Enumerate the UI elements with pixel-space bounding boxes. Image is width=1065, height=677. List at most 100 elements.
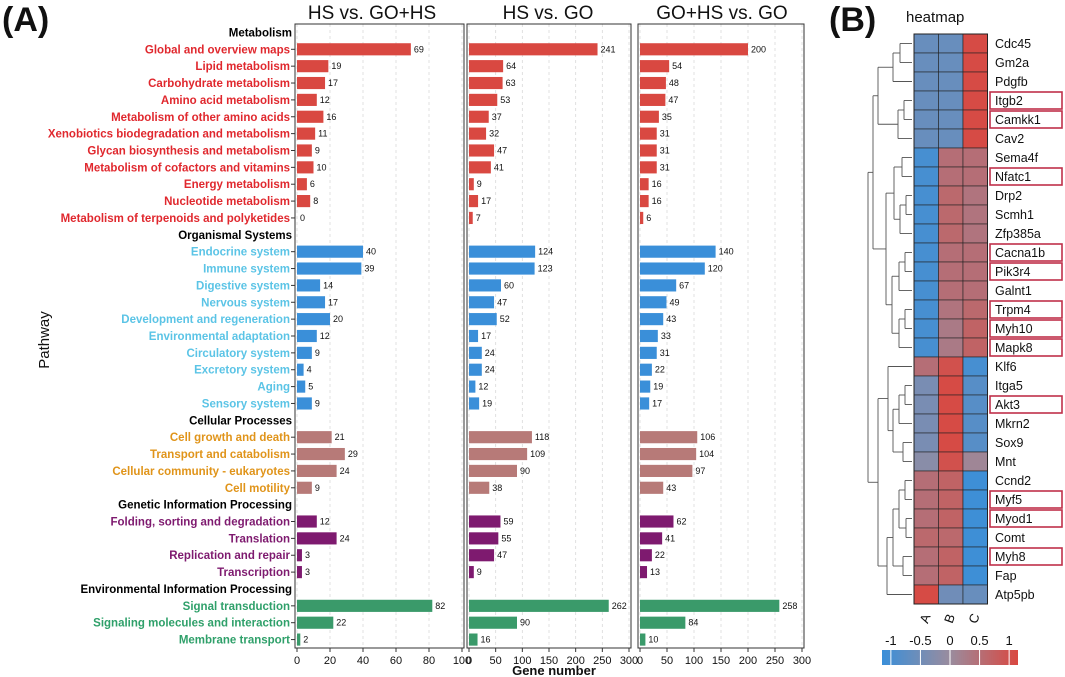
heatmap-cell <box>938 451 964 472</box>
x-tick-label: 100 <box>513 655 531 667</box>
bar-value-label: 84 <box>688 618 698 628</box>
bar <box>640 616 686 629</box>
heatmap-cell <box>913 185 939 206</box>
pathway-label: Metabolism of terpenoids and polyketides <box>61 213 290 225</box>
heatmap-cell <box>913 375 939 396</box>
panel-frame <box>294 23 465 649</box>
gene-highlight-box <box>989 547 1063 566</box>
bar-value-label: 63 <box>506 78 516 88</box>
bar-value-label: 24 <box>340 533 350 543</box>
bar-value-label: 16 <box>652 179 662 189</box>
bar-value-label: 16 <box>481 635 491 645</box>
bar <box>297 481 312 494</box>
bar <box>640 127 657 140</box>
gene-highlight-box <box>989 490 1063 509</box>
gene-label: Pik3r4 <box>995 265 1030 279</box>
bar-value-label: 9 <box>477 179 482 189</box>
x-tick-label: 100 <box>685 655 703 667</box>
bar-value-label: 49 <box>669 297 679 307</box>
gene-label: Ccnd2 <box>995 474 1031 488</box>
x-tick-label: 300 <box>793 655 811 667</box>
bar <box>469 76 503 90</box>
bar-value-label: 48 <box>669 78 679 88</box>
bar-value-label: 82 <box>435 601 445 611</box>
bar <box>469 296 495 309</box>
gene-label: Atp5pb <box>995 588 1035 602</box>
bar <box>640 296 667 309</box>
bar <box>469 549 495 562</box>
heatmap-cell <box>913 470 939 491</box>
bar <box>297 397 312 410</box>
heatmap-cell <box>962 109 988 130</box>
bar <box>640 144 657 157</box>
heatmap-cell <box>962 280 988 301</box>
heatmap-cell <box>938 318 964 339</box>
bar <box>297 110 324 123</box>
bar <box>640 279 677 292</box>
heatmap-cell <box>962 185 988 206</box>
bar <box>297 245 363 258</box>
heatmap-cell <box>913 489 939 510</box>
heatmap-cell <box>913 394 939 415</box>
bar-value-label: 22 <box>655 550 665 560</box>
heatmap-cell <box>938 109 964 130</box>
bar <box>640 211 644 225</box>
bar <box>640 195 649 208</box>
bar <box>640 245 716 258</box>
gene-label: Mnt <box>995 455 1016 469</box>
heatmap-cell <box>913 356 939 377</box>
heatmap-cell <box>938 128 964 149</box>
heatmap-cell <box>913 261 939 282</box>
heatmap-cell <box>913 318 939 339</box>
bar-value-label: 12 <box>320 95 330 105</box>
category-header: Environmental Information Processing <box>80 584 292 596</box>
pathway-label: Aging <box>257 382 290 394</box>
bar-value-label: 13 <box>650 567 660 577</box>
gene-highlight-box <box>989 509 1063 528</box>
bar <box>640 43 748 56</box>
bar-value-label: 11 <box>318 129 327 139</box>
bar <box>469 397 480 410</box>
bar-value-label: 10 <box>648 635 658 645</box>
heatmap-cell <box>913 527 939 548</box>
gene-label: Itgb2 <box>995 94 1023 108</box>
bar <box>640 363 652 376</box>
x-axis-title: Gene number <box>512 663 596 677</box>
heatmap-cell <box>962 508 988 529</box>
bar-value-label: 9 <box>315 483 320 493</box>
gene-label: Myh10 <box>995 322 1033 336</box>
heatmap-cell <box>938 527 964 548</box>
bar <box>297 60 329 73</box>
heatmap-cell <box>913 223 939 244</box>
bar <box>469 363 482 376</box>
bar <box>297 262 362 275</box>
bar <box>297 93 317 106</box>
bar-value-label: 9 <box>315 145 320 155</box>
column-label: C <box>965 611 982 625</box>
column-label: A <box>916 612 933 626</box>
bar-value-label: 124 <box>538 247 553 257</box>
heatmap-cell <box>913 565 939 586</box>
heatmap-cell <box>938 52 964 73</box>
heatmap-cell <box>962 337 988 358</box>
heatmap-cell <box>938 584 964 605</box>
bar <box>469 380 476 393</box>
heatmap-cell <box>962 299 988 320</box>
gene-label: Scmh1 <box>995 208 1034 222</box>
bar-value-label: 17 <box>481 196 491 206</box>
bar-value-label: 241 <box>601 44 616 54</box>
category-header: Cellular Processes <box>189 415 292 427</box>
bar <box>297 43 411 56</box>
bar-value-label: 16 <box>326 112 336 122</box>
bar <box>297 447 345 461</box>
bar <box>469 93 498 106</box>
heatmap-cell <box>938 394 964 415</box>
bar <box>297 279 321 292</box>
bar <box>297 363 304 376</box>
gene-label: Cav2 <box>995 132 1024 146</box>
bar <box>640 76 666 90</box>
heatmap-cell <box>962 394 988 415</box>
heatmap-cell <box>938 242 964 263</box>
pathway-label: Glycan biosynthesis and metabolism <box>87 145 290 157</box>
pathway-label: Global and overview maps <box>145 44 290 56</box>
